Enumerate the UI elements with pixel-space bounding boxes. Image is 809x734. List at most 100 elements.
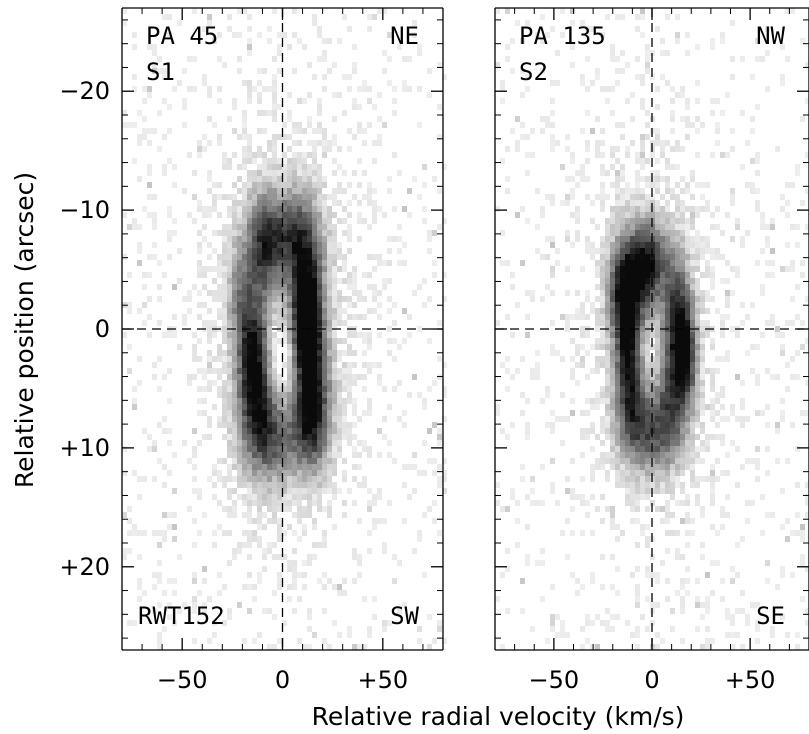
heatmap-cell bbox=[550, 242, 555, 248]
heatmap-cell bbox=[342, 476, 347, 482]
heatmap-cell bbox=[710, 560, 715, 566]
heatmap-cell bbox=[585, 500, 590, 506]
heatmap-cell bbox=[640, 134, 645, 140]
heatmap-cell bbox=[665, 212, 670, 218]
heatmap-cell bbox=[570, 506, 575, 512]
heatmap-cell bbox=[665, 440, 670, 446]
heatmap-cell bbox=[232, 272, 237, 278]
heatmap-cell bbox=[635, 188, 640, 194]
heatmap-cell bbox=[227, 446, 232, 452]
heatmap-cell bbox=[530, 626, 535, 632]
heatmap-cell bbox=[550, 488, 555, 494]
heatmap-cell bbox=[272, 170, 277, 176]
heatmap-cell bbox=[357, 296, 362, 302]
heatmap-cell bbox=[610, 152, 615, 158]
heatmap-cell bbox=[222, 350, 227, 356]
heatmap-cell bbox=[262, 110, 267, 116]
heatmap-cell bbox=[162, 464, 167, 470]
heatmap-cell bbox=[172, 590, 177, 596]
heatmap-cell bbox=[785, 242, 790, 248]
heatmap-cell bbox=[312, 632, 317, 638]
heatmap-cell bbox=[680, 608, 685, 614]
heatmap-cell bbox=[262, 512, 267, 518]
heatmap-cell bbox=[317, 398, 322, 404]
heatmap-cell bbox=[272, 8, 277, 14]
heatmap-cell bbox=[292, 548, 297, 554]
heatmap-cell bbox=[695, 350, 700, 356]
heatmap-cell bbox=[312, 332, 317, 338]
heatmap-cell bbox=[152, 584, 157, 590]
heatmap-cell bbox=[442, 392, 447, 398]
heatmap-cell bbox=[272, 332, 277, 338]
heatmap-cell bbox=[252, 224, 257, 230]
heatmap-cell bbox=[625, 254, 630, 260]
heatmap-cell bbox=[570, 368, 575, 374]
heatmap-cell bbox=[635, 410, 640, 416]
heatmap-cell bbox=[282, 398, 287, 404]
heatmap-cell bbox=[710, 296, 715, 302]
heatmap-cell bbox=[550, 266, 555, 272]
heatmap-cell bbox=[535, 374, 540, 380]
heatmap-cell bbox=[670, 434, 675, 440]
heatmap-cell bbox=[227, 302, 232, 308]
heatmap-cell bbox=[262, 200, 267, 206]
heatmap-cell bbox=[525, 332, 530, 338]
heatmap-cell bbox=[267, 260, 272, 266]
heatmap-cell bbox=[302, 254, 307, 260]
heatmap-cell bbox=[297, 254, 302, 260]
heatmap-cell bbox=[570, 488, 575, 494]
heatmap-cell bbox=[595, 326, 600, 332]
heatmap-cell bbox=[625, 452, 630, 458]
heatmap-cell bbox=[640, 452, 645, 458]
heatmap-cell bbox=[655, 464, 660, 470]
heatmap-cell bbox=[282, 440, 287, 446]
heatmap-cell bbox=[620, 338, 625, 344]
heatmap-cell bbox=[297, 296, 302, 302]
heatmap-cell bbox=[197, 302, 202, 308]
heatmap-cell bbox=[520, 578, 525, 584]
heatmap-cell bbox=[367, 272, 372, 278]
heatmap-cell bbox=[332, 242, 337, 248]
heatmap-cell bbox=[332, 464, 337, 470]
heatmap-cell bbox=[600, 554, 605, 560]
heatmap-cell bbox=[272, 194, 277, 200]
heatmap-cell bbox=[312, 74, 317, 80]
heatmap-cell bbox=[227, 242, 232, 248]
heatmap-cell bbox=[630, 470, 635, 476]
heatmap-cell bbox=[252, 188, 257, 194]
heatmap-cell bbox=[287, 380, 292, 386]
heatmap-cell bbox=[267, 86, 272, 92]
heatmap-cell bbox=[580, 362, 585, 368]
heatmap-cell bbox=[272, 302, 277, 308]
heatmap-cell bbox=[590, 620, 595, 626]
heatmap-cell bbox=[600, 128, 605, 134]
heatmap-cell bbox=[655, 320, 660, 326]
heatmap-cell bbox=[730, 266, 735, 272]
heatmap-cell bbox=[555, 500, 560, 506]
heatmap-cell bbox=[600, 296, 605, 302]
heatmap-cell bbox=[615, 386, 620, 392]
heatmap-cell bbox=[665, 272, 670, 278]
heatmap-cell bbox=[232, 296, 237, 302]
heatmap-cell bbox=[247, 272, 252, 278]
heatmap-cell bbox=[740, 422, 745, 428]
heatmap-cell bbox=[635, 206, 640, 212]
heatmap-cell bbox=[277, 554, 282, 560]
heatmap-cell bbox=[177, 344, 182, 350]
heatmap-cell bbox=[237, 200, 242, 206]
heatmap-cell bbox=[745, 182, 750, 188]
heatmap-cell bbox=[317, 248, 322, 254]
heatmap-cell bbox=[392, 98, 397, 104]
heatmap-cell bbox=[805, 338, 809, 344]
heatmap-cell bbox=[685, 50, 690, 56]
heatmap-cell bbox=[715, 530, 720, 536]
heatmap-cell bbox=[630, 404, 635, 410]
heatmap-cell bbox=[680, 386, 685, 392]
heatmap-cell bbox=[272, 380, 277, 386]
heatmap-cell bbox=[735, 542, 740, 548]
heatmap-cell bbox=[655, 104, 660, 110]
heatmap-cell bbox=[660, 50, 665, 56]
heatmap-cell bbox=[392, 554, 397, 560]
heatmap-cell bbox=[217, 194, 222, 200]
heatmap-cell bbox=[292, 218, 297, 224]
